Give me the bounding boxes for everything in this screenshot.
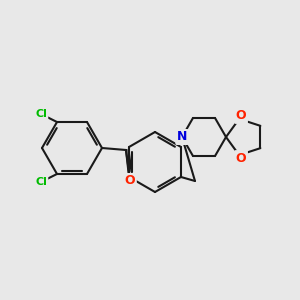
- Text: O: O: [236, 152, 246, 165]
- Text: Cl: Cl: [35, 109, 47, 119]
- Text: O: O: [236, 110, 246, 122]
- Text: O: O: [125, 175, 135, 188]
- Text: Cl: Cl: [35, 177, 47, 187]
- Text: N: N: [177, 130, 187, 143]
